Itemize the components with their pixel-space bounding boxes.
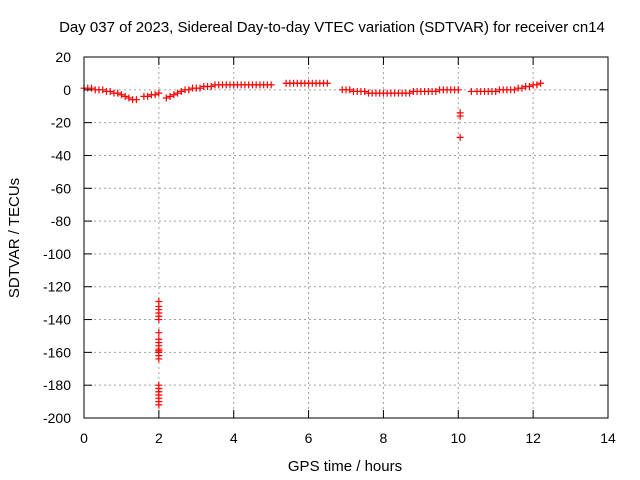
x-tick-label: 8: [380, 430, 388, 446]
data-point: [492, 87, 500, 95]
data-points: [80, 79, 545, 409]
data-point: [525, 83, 533, 91]
x-tick-label: 12: [525, 430, 541, 446]
data-point: [106, 87, 114, 95]
y-tick-label: -200: [43, 410, 71, 426]
x-tick-label: 10: [450, 430, 466, 446]
y-tick-label: -140: [43, 312, 71, 328]
data-point: [155, 401, 163, 409]
data-point: [144, 92, 152, 100]
data-point: [151, 91, 159, 99]
data-point: [406, 89, 414, 97]
axis-ticks: 20 0 -20 -40 -60 -80 -100 -120 -140 -160 -180 -200 0…: [43, 49, 616, 446]
data-point: [125, 94, 133, 102]
grid-lines: [84, 57, 608, 418]
chart-title: Day 037 of 2023, Sidereal Day-to-day VTE…: [59, 19, 605, 36]
data-point: [267, 81, 275, 89]
data-point: [87, 84, 95, 92]
y-tick-label: -20: [51, 115, 71, 131]
plot-frame: [83, 56, 609, 419]
data-point: [166, 92, 174, 100]
data-point: [121, 92, 129, 100]
x-tick-label: 2: [155, 430, 163, 446]
y-tick-label: -60: [51, 180, 71, 196]
data-point: [454, 86, 462, 94]
y-tick-label: -100: [43, 246, 71, 262]
x-tick-label: 4: [230, 430, 238, 446]
y-tick-label: -40: [51, 147, 71, 163]
y-tick-label: -120: [43, 279, 71, 295]
data-point: [361, 87, 369, 95]
data-point: [155, 329, 163, 337]
data-point: [432, 87, 440, 95]
y-tick-label: -160: [43, 344, 71, 360]
x-tick-label: 14: [600, 430, 616, 446]
data-point: [132, 96, 140, 104]
y-tick-label: 20: [55, 49, 71, 65]
data-point: [99, 86, 107, 94]
data-point: [174, 89, 182, 97]
data-point: [346, 86, 354, 94]
data-point: [196, 84, 204, 92]
data-point: [185, 86, 193, 94]
y-axis-label: SDTVAR / TECUs: [6, 178, 23, 298]
data-point: [456, 112, 464, 120]
data-point: [456, 133, 464, 141]
data-point: [177, 87, 185, 95]
y-tick-label: -180: [43, 377, 71, 393]
data-point: [518, 84, 526, 92]
x-tick-label: 6: [305, 430, 313, 446]
data-point: [114, 89, 122, 97]
data-point: [510, 86, 518, 94]
x-axis-label: GPS time / hours: [288, 458, 402, 475]
data-point: [162, 94, 170, 102]
y-tick-label: 0: [63, 82, 71, 98]
data-point: [117, 91, 125, 99]
data-point: [170, 91, 178, 99]
data-point: [155, 355, 163, 363]
data-point: [533, 81, 541, 89]
data-point: [207, 83, 215, 91]
data-point: [323, 79, 331, 87]
data-point: [155, 89, 163, 97]
data-point: [537, 79, 545, 87]
data-point: [155, 316, 163, 324]
y-tick-label: -80: [51, 213, 71, 229]
x-tick-label: 0: [80, 430, 88, 446]
